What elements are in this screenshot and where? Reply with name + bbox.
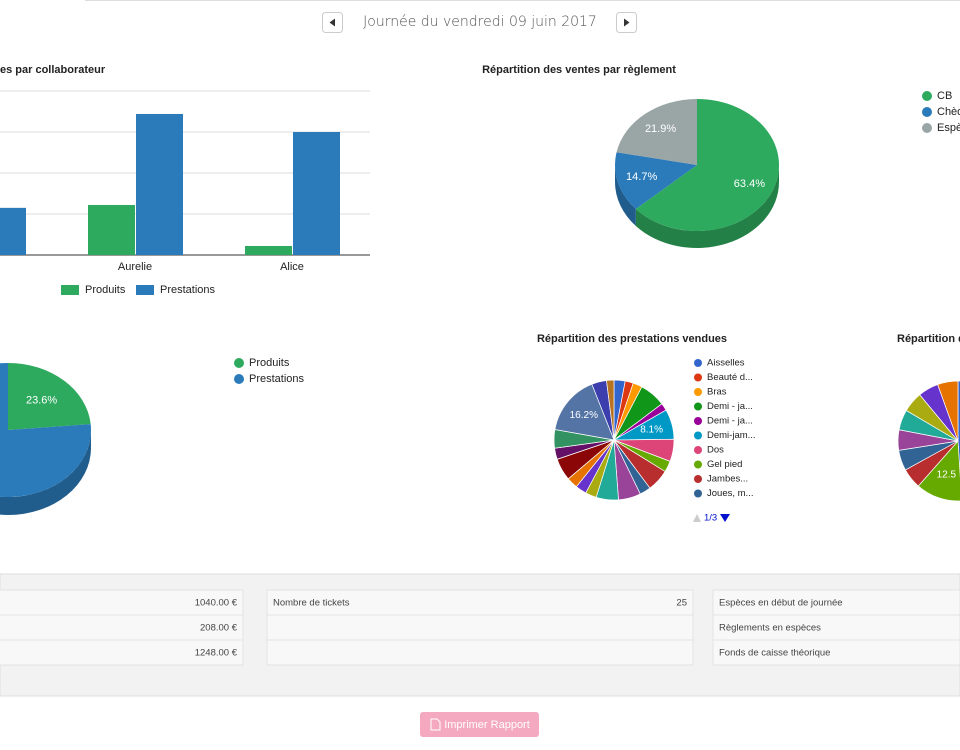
legend-label: Espèc [937,122,960,134]
page-title: Journée du vendredi 09 juin 2017 [363,14,597,30]
legend-page: 1/3 [704,513,717,524]
next-day-button[interactable] [616,12,637,33]
pie-slice [554,383,615,441]
summary-row [266,639,694,666]
chart-title: Répartition des ventes par règlement [482,64,676,76]
legend-marker [234,374,244,384]
legend-page-next[interactable] [720,514,730,522]
slice-label: 14.7% [626,171,657,183]
legend-label: Demi - ja... [707,401,753,412]
legend-swatch [136,285,154,295]
legend-label: Jambes... [707,474,748,485]
legend-marker [922,91,932,101]
pie-side [635,165,779,249]
slice-label: 16.2% [570,410,598,421]
legend-label: Chèqu [937,106,960,118]
summary-value: 25 [676,598,687,609]
legend-label: Produits [249,357,290,369]
legend-marker [694,475,702,483]
x-tick-label: Aurelie [118,261,152,273]
bar [136,113,183,256]
legend-label: Aisselles [707,358,745,369]
pie-side [615,165,636,226]
slice-label: 8.1% [640,424,663,435]
summary-row [0,589,244,616]
legend-label: Prestations [249,373,305,385]
legend-label: Bras [707,387,727,398]
legend-marker [694,431,702,440]
legend-marker [694,460,702,469]
legend-marker [234,358,244,368]
pie-side [0,430,91,515]
chart-title: Répartition des prestations vendues [537,333,727,345]
summary-row [266,589,694,616]
summary-label: Règlements en espèces [719,623,821,634]
print-button[interactable]: Imprimer Rapport [420,712,539,737]
legend-marker [922,123,932,133]
summary-label: Fonds de caisse théorique [719,648,830,659]
slice-label: 21.9% [645,123,676,135]
legend-label: Joues, m... [707,488,753,499]
summary-label: Nombre de tickets [273,598,350,609]
legend-label: Prestations [160,284,216,296]
chart-title: es par collaborateur [0,64,106,76]
pie-slice [606,379,615,441]
legend-marker [694,373,702,382]
legend-label: Gel pied [707,459,742,470]
legend-marker [922,107,932,117]
summary-row [712,639,960,666]
legend-label: Demi-jam... [707,430,756,441]
legend-label: Beauté d... [707,372,753,383]
pie-slice [615,152,697,209]
summary-value: 1248.00 € [195,648,238,659]
legend-marker [694,402,702,411]
bar [293,132,340,255]
pie-slice [8,363,91,430]
legend-marker [694,489,702,498]
legend-marker [694,417,702,425]
summary-row [712,589,960,616]
slice-label: 12.5 [937,470,957,481]
summary-row [0,639,244,666]
prev-day-button[interactable] [322,12,343,33]
legend-marker [694,388,702,396]
pie-slice [937,380,959,442]
summary-value: 1040.00 € [195,598,238,609]
legend-label: Dos [707,445,724,456]
pie-slice [0,363,91,497]
legend-label: Demi - ja... [707,416,753,427]
legend-swatch [61,285,79,295]
chart-title: Répartition de [897,333,960,345]
slice-label: 63.4% [734,178,765,190]
pie-slice [616,99,697,165]
summary-value: 208.00 € [200,623,238,634]
bar [0,207,26,255]
legend-marker [694,446,702,454]
slice-label: 23.6% [26,394,57,406]
legend-page-prev[interactable] [693,514,701,522]
bar [245,245,292,255]
summary-row [266,614,694,641]
bar [88,204,135,255]
legend-marker [694,359,702,367]
x-tick-label: Alice [280,261,304,273]
pie-slice [635,99,779,231]
print-button-label: Imprimer Rapport [444,719,530,731]
legend-label: CB [937,90,952,102]
legend-label: Produits [85,284,126,296]
summary-label: Espèces en début de journée [719,598,843,609]
